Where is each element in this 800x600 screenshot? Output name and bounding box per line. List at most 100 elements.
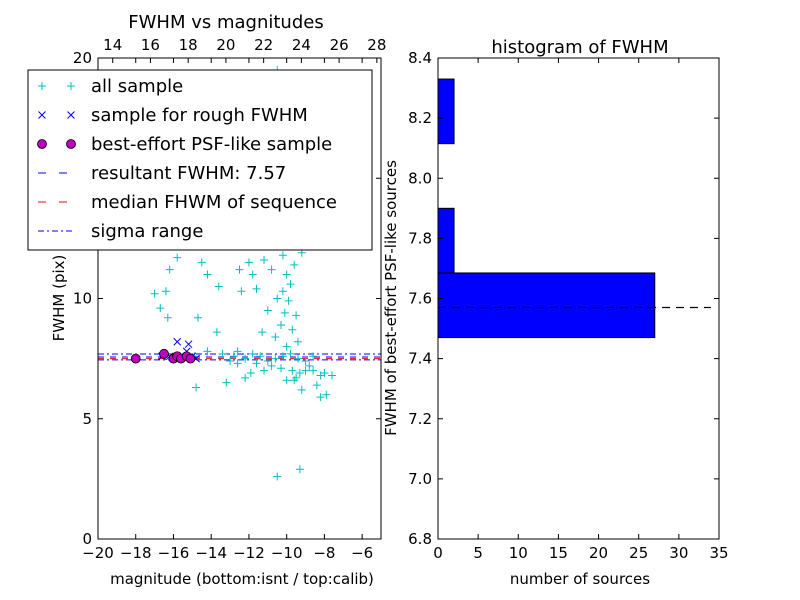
all-sample-point: [218, 349, 227, 358]
all-sample-point: [295, 465, 304, 474]
all-sample-point: [309, 352, 318, 361]
legend-marker-plus: [67, 82, 75, 90]
scatter-x-tick-label: −14: [195, 544, 227, 562]
scatter-ticks: −20−18−16−14−12−10−8−6051015201416182022…: [73, 36, 386, 562]
all-sample-point: [233, 359, 242, 368]
scatter-data-layer: [98, 66, 381, 481]
all-sample-point: [322, 390, 331, 399]
all-sample-point: [263, 357, 272, 366]
legend-entry: resultant FWHM: 7.57: [38, 163, 286, 184]
all-sample-point: [284, 296, 293, 305]
scatter-x-tick-label: −10: [271, 544, 303, 562]
top-axis-tick-label: 18: [179, 36, 198, 54]
all-sample-point: [163, 313, 172, 322]
histogram-ticks: 0 5 10 15 20 25 30 35 6.8 7.0 7.2 7.4 7.6 7.8 8.0 8.2 8.…: [408, 49, 728, 562]
scatter-x-tick-label: −20: [82, 544, 114, 562]
all-sample-point: [244, 258, 253, 267]
histogram-data-layer: [437, 78, 711, 339]
histogram-y-tick-label: 7.0: [408, 470, 432, 488]
all-sample-point: [248, 349, 257, 358]
all-sample-point: [203, 347, 212, 356]
all-sample-point: [327, 371, 336, 380]
all-sample-point: [193, 313, 202, 322]
histogram-y-tick-label: 7.6: [408, 290, 432, 308]
all-sample-point: [156, 304, 165, 313]
scatter-y-tick-label: 0: [82, 530, 92, 548]
all-sample-point: [286, 349, 295, 358]
all-sample-point: [278, 287, 287, 296]
all-sample-point: [263, 306, 272, 315]
all-sample-point: [277, 320, 286, 329]
all-sample-point: [316, 393, 325, 402]
all-sample-point: [150, 289, 159, 298]
all-sample-point: [290, 376, 299, 385]
scatter-title: FWHM vs magnitudes: [128, 12, 323, 33]
top-axis-tick-label: 28: [367, 36, 386, 54]
all-sample-point: [229, 352, 238, 361]
legend-label: sigma range: [91, 221, 203, 242]
histogram-x-tick-label: 35: [709, 544, 728, 562]
all-sample-point: [237, 287, 246, 296]
all-sample-point: [282, 342, 291, 351]
all-sample-point: [173, 253, 182, 262]
histogram-y-tick-label: 7.4: [408, 350, 432, 368]
histogram-x-tick-label: 30: [669, 544, 688, 562]
histogram-bar: [437, 78, 455, 145]
legend-label: best-effort PSF-like sample: [91, 134, 332, 155]
legend-box: [27, 69, 373, 251]
all-sample-point: [290, 260, 299, 269]
legend-marker-plus: [38, 82, 46, 90]
legend-items: all sample sample for rough FWHM best-effo…: [37, 76, 337, 242]
all-sample-point: [278, 251, 287, 260]
scatter-panel: FWHM vs magnitudes −20 −18 −16 −14 −12 −10 −8−…: [27, 12, 386, 588]
all-sample-point: [292, 311, 301, 320]
all-sample-point: [282, 270, 291, 279]
legend-marker-circle: [37, 139, 47, 149]
histogram-y-tick-label: 8.2: [408, 109, 432, 127]
scatter-x-tick-label: −12: [233, 544, 265, 562]
all-sample-point: [280, 308, 289, 317]
psf-sample-point: [159, 348, 169, 359]
all-sample-point: [309, 366, 318, 375]
all-sample-point: [212, 328, 221, 337]
histogram-y-tick-label: 7.2: [408, 410, 432, 428]
histogram-y-tick-label: 8.4: [408, 49, 432, 67]
top-axis-tick-label: 20: [216, 36, 235, 54]
top-axis-tick-label: 22: [254, 36, 273, 54]
scatter-legend: all sample sample for rough FWHM best-effo…: [27, 69, 373, 251]
histogram-x-tick-label: 25: [629, 544, 648, 562]
all-sample-point: [197, 258, 206, 267]
histogram-y-tick-label: 6.8: [408, 530, 432, 548]
all-sample-point: [214, 282, 223, 291]
scatter-y-axis-label: FWHM (pix): [50, 255, 68, 342]
all-sample-point: [256, 352, 265, 361]
all-sample-point: [271, 354, 280, 363]
histogram-x-tick-label: 10: [509, 544, 528, 562]
all-sample-point: [273, 472, 282, 481]
all-sample-point: [320, 369, 329, 378]
all-sample-point: [192, 383, 201, 392]
histogram-title: histogram of FWHM: [491, 37, 668, 58]
psf-sample-point: [185, 353, 196, 364]
histogram-x-axis-label: number of sources: [510, 570, 650, 588]
all-sample-point: [260, 366, 269, 375]
all-sample-point: [277, 364, 286, 373]
all-sample-point: [267, 265, 276, 274]
all-sample-point: [203, 270, 212, 279]
psf-sample-point: [130, 353, 141, 364]
all-sample-point: [165, 265, 174, 274]
scatter-x-axis-label: magnitude (bottom:isnt / top:calib): [110, 570, 374, 588]
all-sample-point: [233, 347, 242, 356]
rough-sample-point: [173, 337, 182, 346]
scatter-y-tick-label: 20: [73, 49, 92, 67]
all-sample-point: [288, 366, 297, 375]
all-sample-point: [258, 328, 267, 337]
histogram-y-tick-label: 7.8: [408, 229, 432, 247]
top-axis-tick-label: 24: [292, 36, 311, 54]
all-sample-point: [222, 378, 231, 387]
legend-entry: sigma range: [38, 221, 203, 242]
all-sample-point: [241, 354, 250, 363]
histogram-y-axis-label: FWHM of best-effort PSF-like sources: [382, 160, 400, 436]
all-sample-point: [293, 337, 302, 346]
all-sample-point: [252, 359, 261, 368]
